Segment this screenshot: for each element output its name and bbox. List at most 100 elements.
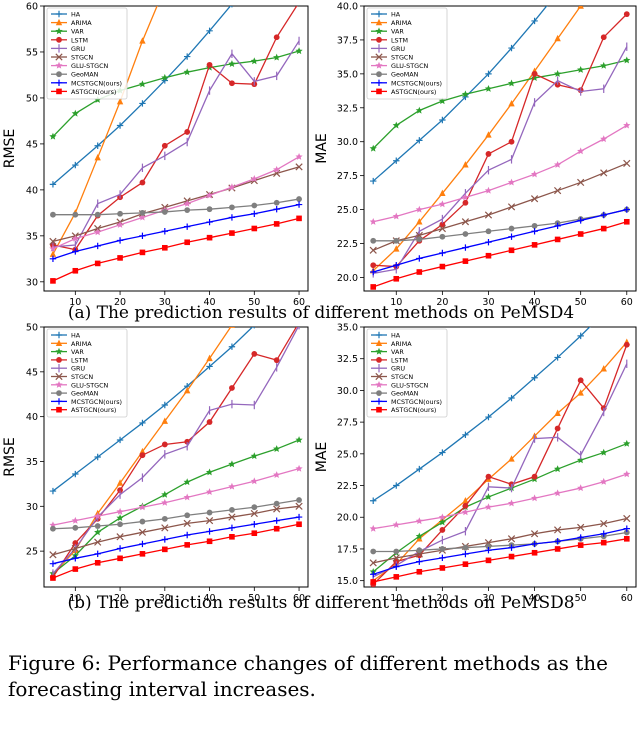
legend-marker-astgcn-ours	[376, 406, 382, 413]
data-point-astgcn-ours	[206, 234, 213, 241]
legend-label-geoman: GeoMAN	[391, 71, 419, 79]
data-point-mcstgcn-ours	[228, 214, 236, 221]
legend-label-glu-stgcn: GLU-STGCN	[71, 381, 109, 389]
y-tick-label: 35	[26, 457, 38, 468]
data-point-lstm	[623, 341, 630, 348]
legend-label-stgcn: STGCN	[71, 373, 93, 381]
legend-label-gru: GRU	[391, 365, 405, 373]
data-point-stgcn	[600, 169, 608, 177]
data-point-geoman	[485, 228, 492, 235]
data-point-ha	[416, 465, 423, 473]
data-point-arima	[49, 250, 57, 257]
legend-label-stgcn: STGCN	[71, 54, 93, 62]
series-line-astgcn-ours	[373, 538, 627, 583]
data-point-stgcn	[138, 528, 147, 536]
legend-marker-stgcn	[55, 372, 63, 381]
data-point-mcstgcn-ours	[393, 563, 400, 570]
data-point-mcstgcn-ours	[49, 255, 57, 263]
series-line-stgcn	[372, 162, 628, 251]
x-tick-label: 20	[114, 593, 126, 604]
data-point-astgcn-ours	[296, 521, 302, 528]
data-point-lstm	[531, 473, 538, 480]
legend-marker-glu-stgcn	[375, 381, 383, 388]
data-point-glu-stgcn	[530, 494, 539, 502]
data-point-geoman	[184, 512, 191, 519]
data-point-geoman	[139, 209, 146, 216]
data-point-lstm	[554, 425, 561, 432]
data-point-var	[623, 56, 631, 64]
data-point-mcstgcn-ours	[439, 554, 446, 562]
data-point-var	[161, 73, 169, 81]
data-point-lstm	[462, 502, 469, 509]
data-point-glu-stgcn	[484, 186, 493, 194]
data-point-astgcn-ours	[623, 536, 630, 542]
data-point-geoman	[117, 210, 123, 217]
data-point-lstm	[485, 151, 492, 157]
data-point-mcstgcn-ours	[600, 530, 607, 537]
data-point-ha	[370, 497, 377, 504]
data-point-arima	[183, 386, 191, 394]
y-tick-label: 37.5	[337, 35, 358, 46]
data-point-ha	[462, 431, 469, 439]
series-line-gru	[52, 327, 299, 574]
data-point-mcstgcn-ours	[161, 536, 169, 543]
data-point-lstm	[229, 80, 235, 87]
data-point-lstm	[600, 34, 607, 41]
data-point-var	[392, 121, 400, 129]
data-point-geoman	[206, 509, 213, 516]
legend-label-arima: ARIMA	[391, 19, 412, 27]
legend-marker-mcstgcn-ours	[55, 79, 63, 86]
data-point-glu-stgcn	[138, 213, 147, 221]
data-point-var	[623, 439, 631, 447]
series-line-arima	[372, 6, 582, 272]
legend-marker-lstm	[376, 36, 382, 43]
data-point-glu-stgcn	[49, 244, 57, 252]
data-point-stgcn	[71, 544, 79, 553]
legend-marker-var	[375, 27, 383, 35]
data-point-lstm	[229, 385, 235, 391]
data-point-glu-stgcn	[507, 499, 516, 507]
legend-label-lstm: LSTM	[71, 36, 88, 44]
x-tick-label: 10	[390, 297, 402, 308]
data-point-mcstgcn-ours	[94, 550, 101, 558]
data-point-stgcn	[507, 203, 516, 211]
data-point-mcstgcn-ours	[273, 517, 280, 524]
legend-label-var: VAR	[71, 28, 84, 36]
data-point-glu-stgcn	[94, 512, 102, 520]
data-point-arima	[116, 479, 124, 486]
series-line-stgcn	[373, 517, 627, 564]
data-point-ha	[508, 44, 515, 52]
data-point-ha	[531, 374, 538, 381]
data-point-astgcn-ours	[485, 557, 492, 564]
legend-label-var: VAR	[391, 28, 404, 36]
legend-marker-var	[375, 347, 383, 355]
y-tick-label: 30.0	[337, 137, 358, 148]
legend-label-geoman: GeoMAN	[71, 71, 99, 79]
data-point-var	[438, 97, 446, 105]
data-point-arima	[577, 389, 584, 396]
series-group	[49, 327, 303, 581]
data-point-geoman	[94, 523, 101, 529]
data-point-glu-stgcn	[116, 221, 124, 228]
data-point-ha	[139, 100, 146, 107]
data-point-var	[507, 79, 516, 87]
x-tick-label: 40	[204, 297, 216, 308]
data-point-astgcn-ours	[94, 559, 101, 566]
legend-marker-astgcn-ours	[56, 88, 62, 95]
data-point-var	[600, 61, 608, 69]
legend-marker-geoman	[376, 71, 382, 78]
legend-marker-glu-stgcn	[375, 61, 383, 69]
data-point-geoman	[296, 196, 302, 202]
y-tick-label: 30	[26, 277, 38, 288]
chart-panel-pemsd8-mae: 10 20 30 40 50 60 15.0 17.5 20.0 22.5 25.0 27.5 30.0…	[314, 323, 637, 604]
data-point-astgcn-ours	[577, 542, 584, 548]
data-point-mcstgcn-ours	[72, 555, 79, 562]
series-line-arima	[52, 6, 158, 255]
legend-label-glu-stgcn: GLU-STGCN	[391, 62, 429, 70]
data-point-arima	[116, 97, 124, 105]
data-point-geoman	[251, 504, 258, 511]
legend-label-astgcn-ours: ASTGCN(ours)	[71, 88, 116, 96]
legend-marker-ha	[55, 331, 63, 339]
data-point-var	[369, 144, 377, 152]
